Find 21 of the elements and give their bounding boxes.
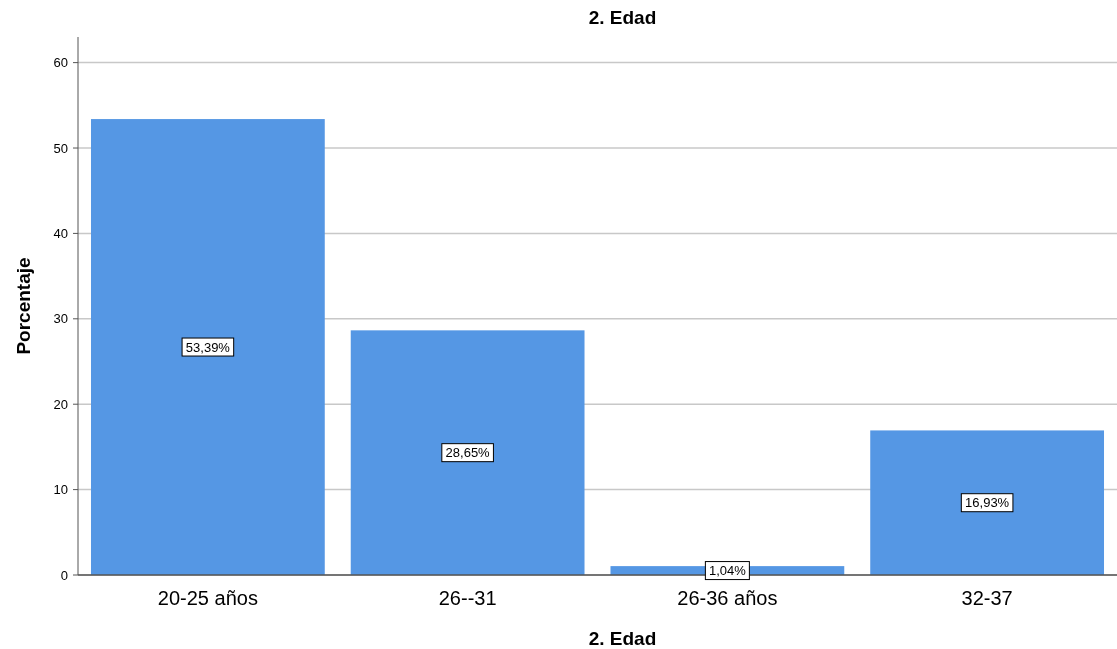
x-tick-label: 26--31 xyxy=(438,587,497,609)
y-tick-label: 10 xyxy=(53,482,68,498)
x-axis-title: 2. Edad xyxy=(588,628,657,649)
x-tick-label: 26-36 años xyxy=(677,587,778,609)
y-tick-label: 60 xyxy=(53,55,68,71)
y-tick-label: 40 xyxy=(53,225,68,241)
x-tick-label: 32-37 xyxy=(961,587,1013,609)
x-tick-label: 20-25 años xyxy=(157,587,258,609)
data-label: 1,04% xyxy=(708,563,747,579)
data-label: 28,65% xyxy=(445,445,491,461)
data-label: 53,39% xyxy=(185,339,231,355)
bar xyxy=(90,119,325,575)
y-tick-label: 20 xyxy=(53,396,68,412)
y-tick-label: 30 xyxy=(53,311,68,327)
chart-title: 2. Edad xyxy=(588,7,657,28)
bar xyxy=(870,430,1105,575)
y-axis-title: Porcentaje xyxy=(13,257,34,355)
y-tick-label: 0 xyxy=(60,567,68,583)
y-tick-label: 50 xyxy=(53,140,68,156)
bar xyxy=(350,330,585,575)
data-label: 16,93% xyxy=(965,495,1010,511)
